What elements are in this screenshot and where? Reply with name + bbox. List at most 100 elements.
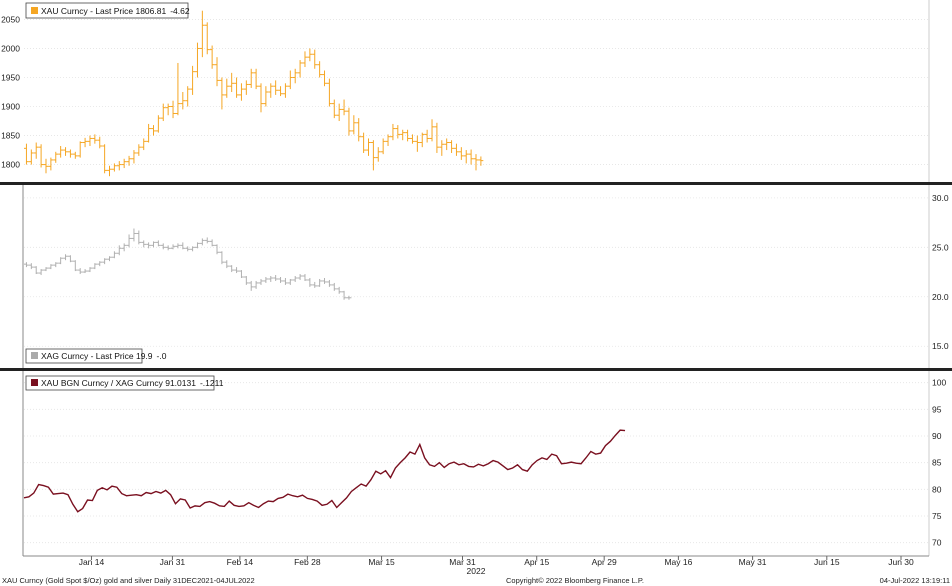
footer-copyright: Copyright© 2022 Bloomberg Finance L.P. <box>506 576 644 585</box>
silver-ohlc-bar <box>180 242 186 250</box>
gold-ohlc-bar <box>468 149 474 165</box>
gold-ohlc-bar <box>92 134 98 144</box>
silver-y-tick-label: 25.0 <box>932 242 949 252</box>
silver-ohlc-bar <box>111 251 117 259</box>
gold-ohlc-bar <box>199 10 205 58</box>
gold-ohlc-bar <box>287 70 293 90</box>
panel-divider-2[interactable] <box>0 368 952 371</box>
gold-ohlc-bar <box>273 80 279 95</box>
ratio-y-axis: 70 75 80 85 90 95 100 <box>932 378 946 548</box>
silver-ohlc-bar <box>234 267 240 274</box>
silver-ohlc-bar <box>24 262 29 268</box>
silver-ohlc-bar <box>87 267 93 273</box>
gold-ohlc-bar <box>229 72 235 92</box>
ratio-y-tick-label: 100 <box>932 378 946 388</box>
gold-ohlc-bar <box>126 155 132 166</box>
silver-ohlc-bar <box>326 279 332 287</box>
silver-ohlc-bar <box>322 277 327 284</box>
silver-ohlc-bar <box>346 295 352 300</box>
gold-ohlc-bar <box>107 165 112 177</box>
silver-price-bars <box>24 228 352 300</box>
silver-ohlc-bar <box>58 257 64 265</box>
silver-ohlc-bar <box>151 241 156 248</box>
gold-ohlc-bar <box>370 140 376 171</box>
gold-y-tick-label: 2050 <box>1 14 20 24</box>
gold-ohlc-bar <box>307 48 313 62</box>
silver-ohlc-bar <box>273 275 279 281</box>
silver-y-tick-label: 20.0 <box>932 292 949 302</box>
gold-ohlc-bar <box>361 132 367 153</box>
silver-ohlc-bar <box>297 274 303 280</box>
silver-ohlc-bar <box>38 269 44 276</box>
ratio-legend-change: -.1211 <box>200 378 224 388</box>
silver-legend-change: -.0 <box>157 351 167 361</box>
gold-legend-label: XAU Curncy - Last Price 1806.81 <box>41 6 166 16</box>
footer: XAU Curncy (Gold Spot $/Oz) gold and sil… <box>2 576 950 585</box>
gold-ohlc-bar <box>209 45 215 69</box>
silver-ohlc-bar <box>199 238 205 246</box>
gold-ohlc-bar <box>165 103 171 116</box>
gold-ohlc-bar <box>405 129 411 142</box>
silver-ohlc-bar <box>92 263 98 270</box>
gold-y-tick-label: 1800 <box>1 160 20 170</box>
silver-ohlc-bar <box>77 268 83 275</box>
silver-ohlc-bar <box>287 278 293 285</box>
silver-y-tick-label: 30.0 <box>932 193 949 203</box>
silver-ohlc-bar <box>302 274 308 281</box>
silver-ohlc-bar <box>107 256 112 262</box>
gold-price-bars <box>24 10 484 177</box>
ratio-y-tick-label: 90 <box>932 431 942 441</box>
gold-ohlc-bar <box>48 157 54 171</box>
ratio-y-tick-label: 95 <box>932 404 942 414</box>
x-tick-label: Apr 29 <box>592 557 617 567</box>
ratio-panel: 70 75 80 85 90 95 100 XAU BGN Curncy / XAG Cur… <box>22 371 946 557</box>
gold-ohlc-bar <box>146 123 152 143</box>
silver-ohlc-bar <box>239 270 244 278</box>
silver-ohlc-bar <box>170 244 176 250</box>
gold-ohlc-bar <box>253 68 259 90</box>
silver-legend: XAG Curncy - Last Price 19.9 -.0 <box>25 348 167 364</box>
gold-ohlc-bar <box>58 146 64 158</box>
footer-timestamp: 04-Jul-2022 13:19:11 <box>880 576 950 585</box>
panel-divider-1[interactable] <box>0 182 952 185</box>
ratio-legend: XAU BGN Curncy / XAG Curncy 91.0131 -.121… <box>25 375 224 391</box>
gold-ohlc-bar <box>424 129 430 143</box>
ratio-y-tick-label: 85 <box>932 458 942 468</box>
gold-ohlc-bar <box>248 68 254 88</box>
gold-ohlc-bar <box>155 115 161 133</box>
silver-ohlc-bar <box>341 290 347 300</box>
silver-ohlc-bar <box>160 243 166 250</box>
silver-ohlc-bar <box>331 282 337 291</box>
gold-ohlc-bar <box>111 163 117 172</box>
gold-ohlc-bar <box>53 151 59 163</box>
ratio-y-tick-label: 70 <box>932 538 942 548</box>
gold-ohlc-bar <box>444 138 450 151</box>
gold-y-tick-label: 1950 <box>1 72 20 82</box>
svg-text:XAG Curncy - Last Price 19.9-.: XAG Curncy - Last Price 19.9 -.0 <box>41 351 167 361</box>
x-tick-label: Apr 15 <box>524 557 549 567</box>
gold-panel: 1800 1850 1900 1950 2000 2050 XAU Curncy - La… <box>1 0 930 183</box>
gold-ohlc-bar <box>478 156 484 166</box>
gold-ohlc-bar <box>400 129 406 141</box>
gold-legend-change: -4.62 <box>170 6 190 16</box>
x-tick-label: May 16 <box>664 557 692 567</box>
gold-ohlc-bar <box>136 144 142 156</box>
silver-ohlc-bar <box>48 264 54 270</box>
gold-ohlc-bar <box>366 138 371 156</box>
silver-ohlc-bar <box>116 245 122 256</box>
silver-ohlc-bar <box>253 280 259 289</box>
silver-ohlc-bar <box>53 262 59 268</box>
gold-ohlc-bar <box>390 123 396 141</box>
silver-y-axis: 15.0 20.0 25.0 30.0 <box>932 193 949 351</box>
silver-ohlc-bar <box>146 242 152 249</box>
x-tick-label: May 31 <box>739 557 767 567</box>
silver-y-tick-label: 15.0 <box>932 341 949 351</box>
ratio-line <box>23 429 626 513</box>
gold-ohlc-bar <box>380 138 386 155</box>
silver-ohlc-bar <box>121 243 127 252</box>
silver-ohlc-bar <box>190 246 196 252</box>
gold-ohlc-bar <box>336 103 342 122</box>
gold-ohlc-bar <box>38 144 44 168</box>
silver-ohlc-bar <box>33 266 39 275</box>
gold-ohlc-bar <box>322 70 327 87</box>
